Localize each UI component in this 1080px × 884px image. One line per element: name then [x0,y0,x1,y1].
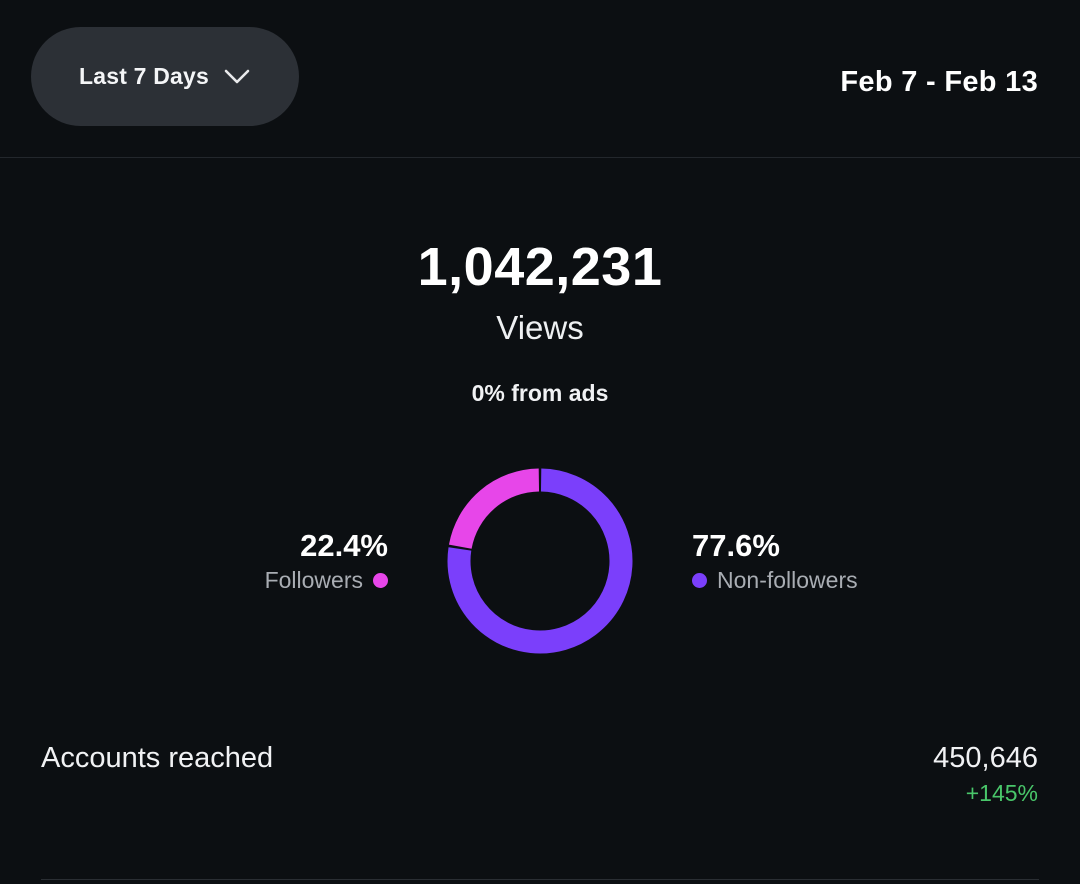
followers-percentage: 22.4% [300,528,388,563]
legend-followers: 22.4% Followers [265,527,388,594]
total-views: 1,042,231 [417,237,663,297]
divider [41,879,1039,880]
followers-dot [373,573,388,588]
chevron-down-icon [224,69,250,83]
header: Last 7 Days Feb 7 - Feb 13 [0,0,1080,158]
followers-label: Followers [264,567,363,593]
followers-segment [448,468,540,550]
audience-donut-chart [447,468,633,654]
date-range-dropdown[interactable]: Last 7 Days [31,27,299,126]
ads-percentage: 0% from ads [471,380,609,406]
legend-non-followers: 77.6% Non-followers [692,527,858,594]
non-followers-segment [447,468,633,654]
non-followers-percentage: 77.6% [692,528,780,563]
non-followers-label: Non-followers [717,567,858,593]
accounts-reached-label: Accounts reached [41,742,274,774]
accounts-reached-change: +145% [965,780,1038,806]
date-range-text: Feb 7 - Feb 13 [840,66,1038,98]
accounts-reached-value: 450,646 [933,742,1038,774]
date-range-label: Last 7 Days [78,63,210,89]
views-label: Views [496,309,584,346]
non-followers-dot [692,573,707,588]
